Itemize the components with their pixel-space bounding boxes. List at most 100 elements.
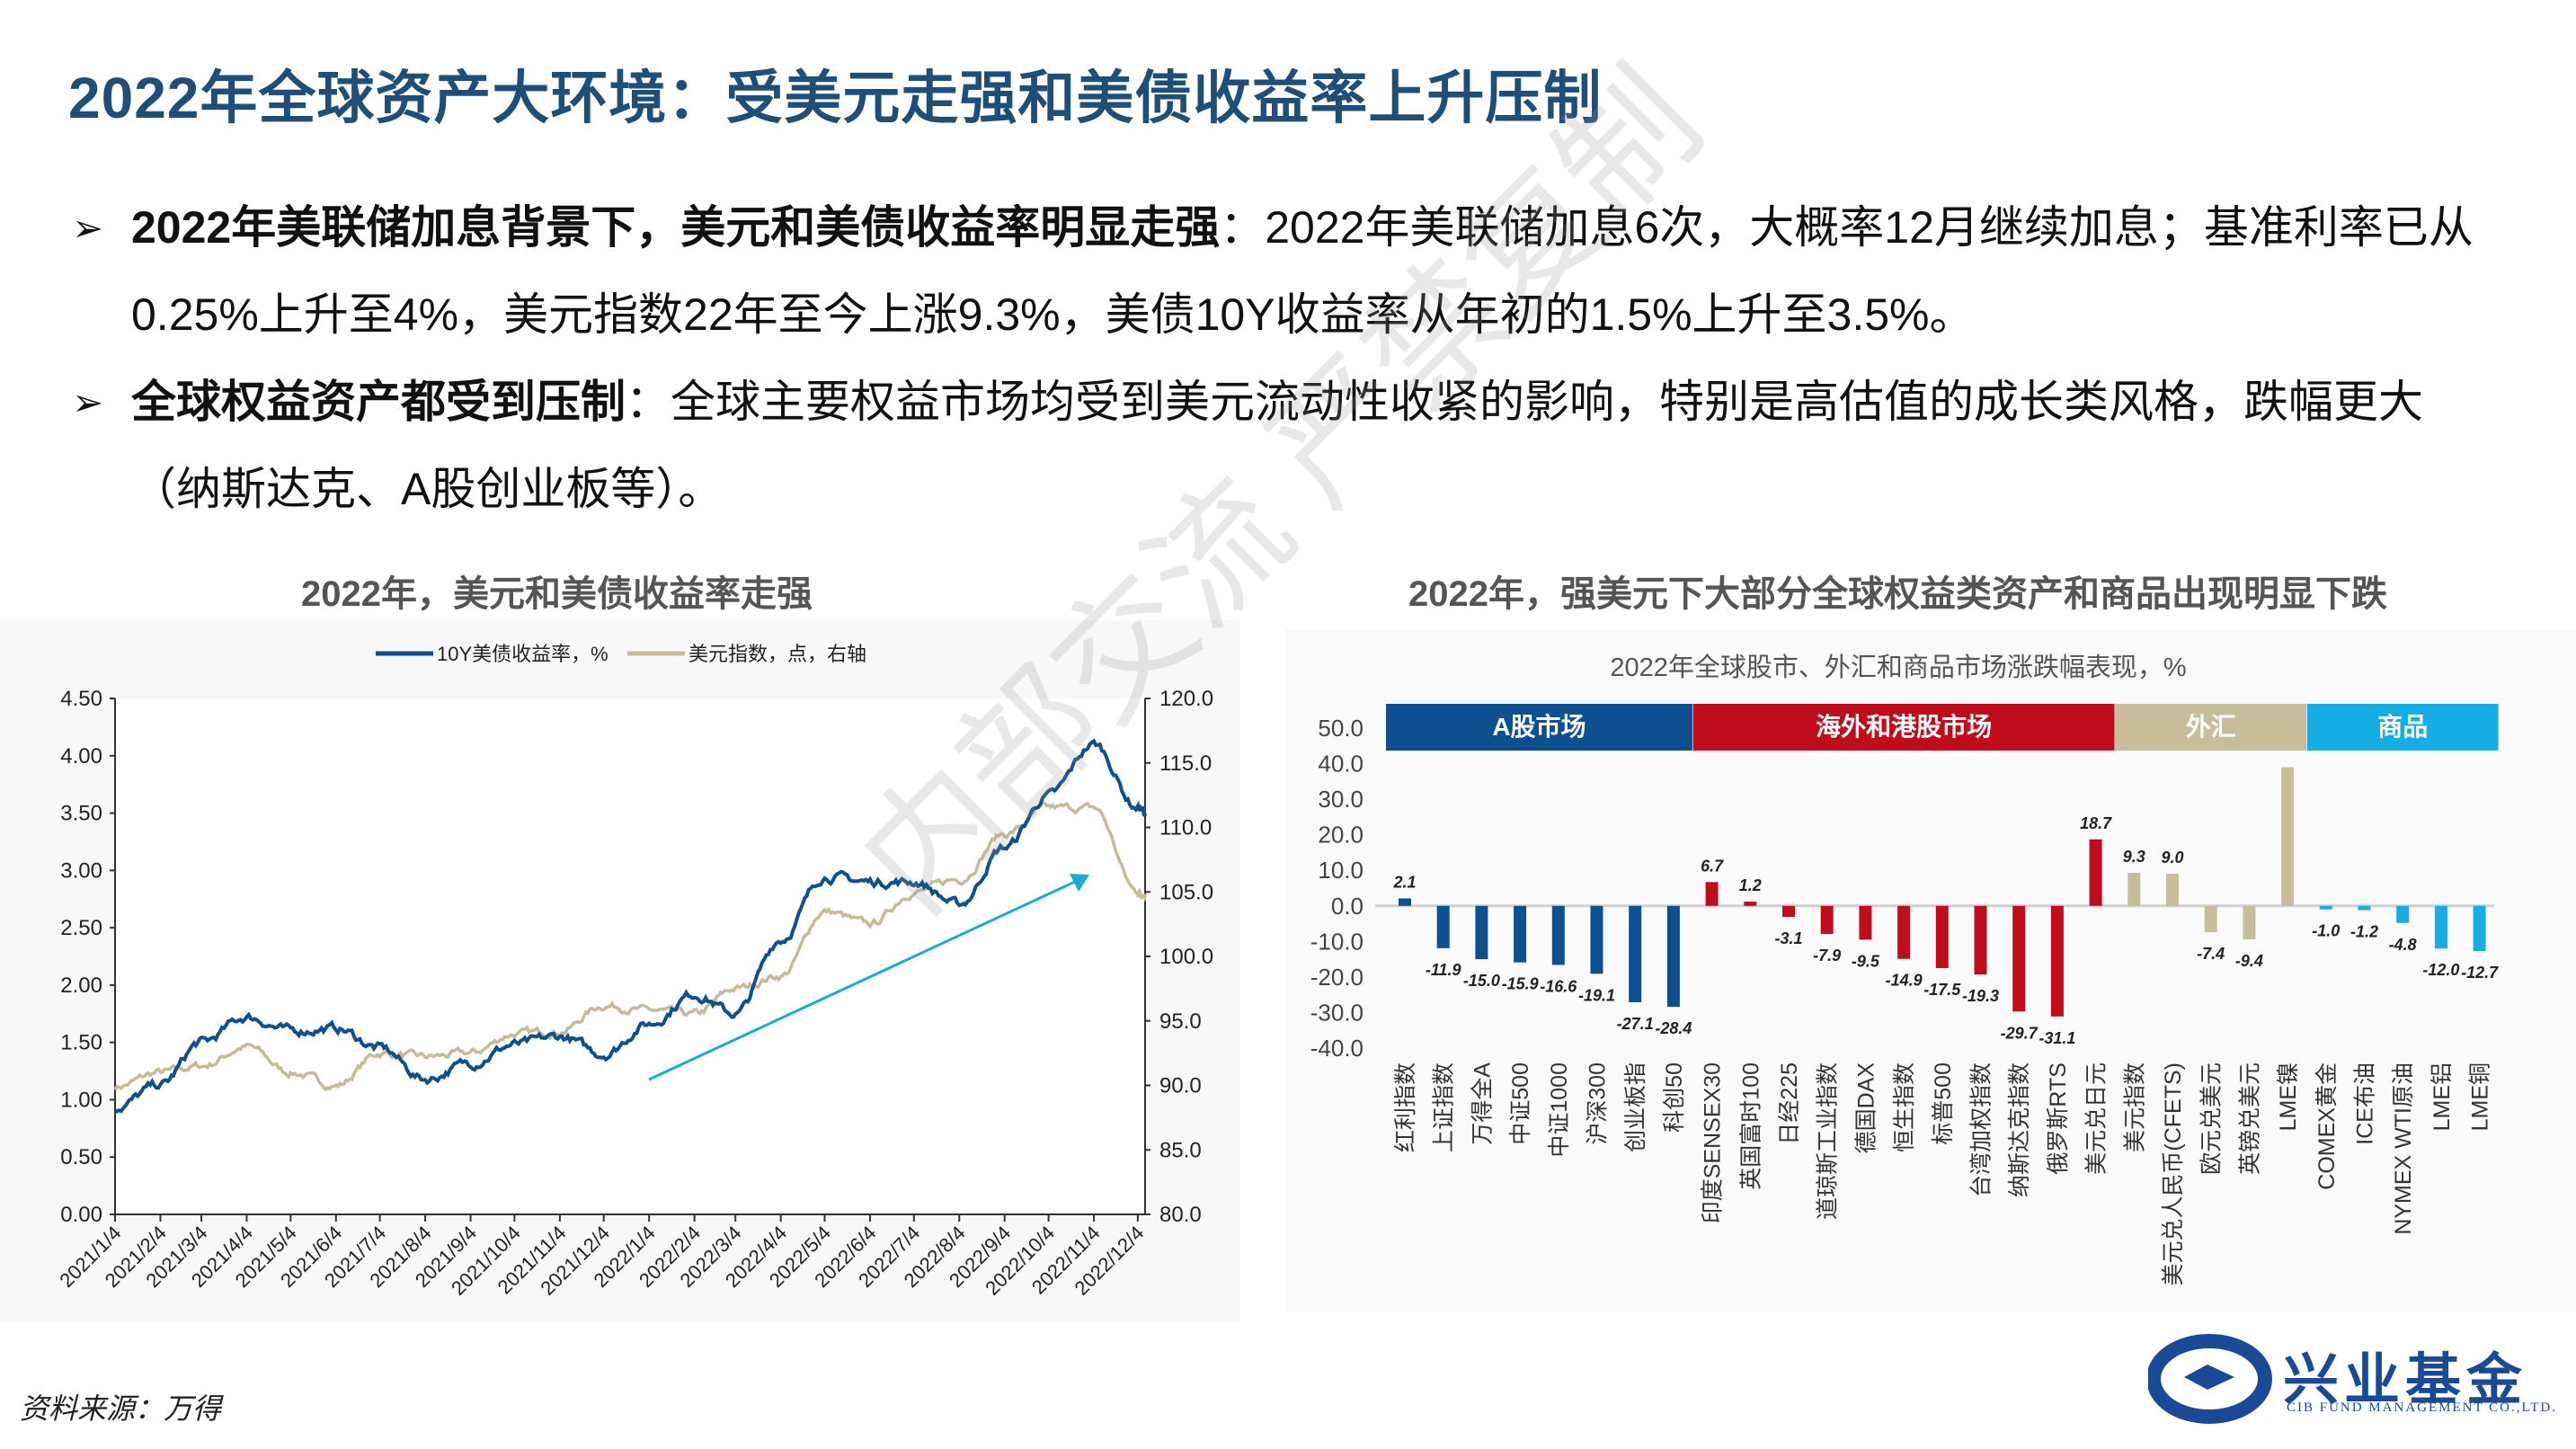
y-tick-label: -20.0 xyxy=(1310,964,1364,991)
right-tick-label: 110.0 xyxy=(1159,816,1212,840)
bar-中证500 xyxy=(1514,905,1527,963)
data-label: -31.1 xyxy=(2039,1029,2075,1047)
data-label: -19.3 xyxy=(1962,987,1999,1005)
left-tick-label: 0.00 xyxy=(60,1203,102,1227)
bar-ICE布油 xyxy=(2358,905,2371,911)
bar-英镑兑美元 xyxy=(2243,905,2256,939)
bar-chart: 2022年全球股市、外汇和商品市场涨跌幅表现，% 50.0 40.0 30.0 20.0… xyxy=(1285,629,2576,1312)
logo-en-text: CIB FUND MANAGEMENT CO.,LTD. xyxy=(2287,1400,2558,1415)
y-tick-label: 30.0 xyxy=(1318,786,1364,813)
category-label: 中证1000 xyxy=(1547,1062,1572,1158)
company-logo xyxy=(2146,1330,2571,1429)
data-label: -3.1 xyxy=(1774,929,1802,947)
category-label: 上证指数 xyxy=(1432,1062,1457,1152)
right-tick-label: 80.0 xyxy=(1159,1203,1202,1227)
bar-日经225 xyxy=(1782,905,1795,918)
left-tick-label: 1.50 xyxy=(60,1031,102,1055)
category-label: 创业板指 xyxy=(1623,1062,1648,1152)
data-label: -27.1 xyxy=(1617,1015,1654,1033)
bar-俄罗斯RTS xyxy=(2050,905,2064,1017)
line-chart: 0.00 0.50 1.00 1.50 2.00 2.50 3.00 3.50 4.00 4.50… xyxy=(0,620,1240,1321)
bullet-text: ：2022年美联储加息6次，大概率12月继续加息；基准利率已从0.25%上升至4… xyxy=(131,202,2474,340)
data-label: 9.0 xyxy=(2161,849,2183,867)
data-label: -16.6 xyxy=(1540,977,1577,995)
page-title: 2022年全球资产大环境：受美元走强和美债收益率上升压制 xyxy=(68,66,1603,130)
series-line-dollar-index xyxy=(113,801,1147,1092)
series-line-treasury-yield xyxy=(114,738,1147,1114)
y-tick-label: -10.0 xyxy=(1310,928,1364,955)
right-tick-label: 120.0 xyxy=(1159,687,1213,711)
right-tick-label: 85.0 xyxy=(1159,1138,1202,1162)
bar-欧元兑美元 xyxy=(2204,905,2217,933)
bullet-bold: 2022年美联储加息背景下，美元和美债收益率明显走强 xyxy=(131,202,1221,253)
category-label: 道琼斯工业指数 xyxy=(1816,1062,1841,1220)
left-tick-label: 3.50 xyxy=(60,802,102,826)
data-label: -14.9 xyxy=(1886,972,1923,990)
right-tick-label: 90.0 xyxy=(1159,1074,1202,1098)
y-tick-label: 20.0 xyxy=(1318,822,1364,849)
data-label: -28.4 xyxy=(1655,1019,1692,1037)
category-label: 沪深300 xyxy=(1586,1062,1611,1145)
bullet-text: ：全球主要权益市场均受到美元流动性收紧的影响，特别是高估值的成长类风格，跌幅更大… xyxy=(131,377,2423,514)
category-label: 美元兑人民币(CFETS) xyxy=(2161,1062,2186,1286)
bar-科创50 xyxy=(1666,905,1680,1008)
category-label: 日经225 xyxy=(1777,1062,1802,1145)
right-tick-label: 95.0 xyxy=(1159,1009,1202,1034)
bar-美元兑日元 xyxy=(2089,839,2102,906)
left-tick-label: 2.50 xyxy=(60,916,102,940)
category-label: 英国富时100 xyxy=(1738,1062,1763,1190)
bar-沪深300 xyxy=(1590,905,1603,974)
y-tick-label: -40.0 xyxy=(1310,1035,1364,1062)
group-header-label: 海外和港股市场 xyxy=(1816,712,1992,741)
bar-台湾加权指数 xyxy=(1974,905,1987,975)
y-tick-label: -30.0 xyxy=(1310,999,1364,1026)
data-label: 2.1 xyxy=(1392,873,1416,891)
category-label: 美元指数 xyxy=(2122,1062,2147,1152)
group-header-0 xyxy=(1386,704,1692,751)
plot-area xyxy=(115,698,1145,1214)
category-label: LME铝 xyxy=(2429,1062,2455,1131)
right-tick-label: 115.0 xyxy=(1159,751,1212,776)
category-label: 欧元兑美元 xyxy=(2199,1062,2225,1175)
category-label: 英镑兑美元 xyxy=(2237,1062,2262,1175)
data-label: 6.7 xyxy=(1701,857,1724,875)
bullet-list: ➢ 2022年美联储加息背景下，美元和美债收益率明显走强：2022年美联储加息6次… xyxy=(72,184,2508,533)
bar-印度SENSEX30 xyxy=(1705,882,1719,906)
right-tick-label: 100.0 xyxy=(1159,945,1213,969)
bar-LME铜 xyxy=(2473,905,2486,952)
category-label: 美元兑日元 xyxy=(2084,1062,2110,1175)
category-label: 印度SENSEX30 xyxy=(1701,1062,1726,1223)
bar-NYMEX WTI原油 xyxy=(2396,905,2410,923)
data-label: -15.0 xyxy=(1463,972,1500,990)
left-chart-title: 2022年，美元和美债收益率走强 xyxy=(301,574,813,614)
bar-chart-subtitle: 2022年全球股市、外汇和商品市场涨跌幅表现，% xyxy=(1610,653,2186,682)
bullet-bold: 全球权益资产都受到压制 xyxy=(131,377,626,427)
right-chart-title: 2022年，强美元下大部分全球权益类资产和商品出现明显下跌 xyxy=(1408,574,2387,614)
bar-创业板指 xyxy=(1629,905,1642,1002)
left-tick-label: 4.50 xyxy=(60,687,102,711)
bar-万得全A xyxy=(1475,905,1488,960)
group-header-label: 商品 xyxy=(2377,713,2428,741)
bar-LME铝 xyxy=(2434,905,2447,949)
bar-美元兑人民币(CFETS) xyxy=(2166,874,2179,906)
bar-英国富时100 xyxy=(1744,902,1757,906)
left-tick-label: 1.00 xyxy=(60,1088,102,1112)
bar-恒生指数 xyxy=(1897,905,1911,959)
bar-纳斯达克指数 xyxy=(2012,905,2026,1012)
data-label: 9.3 xyxy=(2123,848,2145,866)
bar-德国DAX xyxy=(1859,905,1872,940)
y-tick-label: 10.0 xyxy=(1318,857,1364,884)
category-label: ICE布油 xyxy=(2353,1062,2378,1145)
bar-标普500 xyxy=(1935,905,1949,968)
data-label: -4.8 xyxy=(2389,936,2417,954)
data-label: -9.4 xyxy=(2235,952,2263,970)
category-label: 万得全A xyxy=(1470,1062,1495,1145)
data-label: 1.2 xyxy=(1739,876,1762,894)
category-label: 纳斯达克指数 xyxy=(2007,1062,2032,1197)
bar-LME镍 xyxy=(2281,767,2295,906)
bullet-arrow-icon: ➢ xyxy=(72,207,104,249)
category-label: COMEX黄金 xyxy=(2314,1062,2340,1190)
source-note: 资料来源：万得 xyxy=(20,1392,222,1425)
legend-label: 美元指数，点，右轴 xyxy=(688,643,866,665)
bar-COMEX黄金 xyxy=(2319,905,2332,910)
